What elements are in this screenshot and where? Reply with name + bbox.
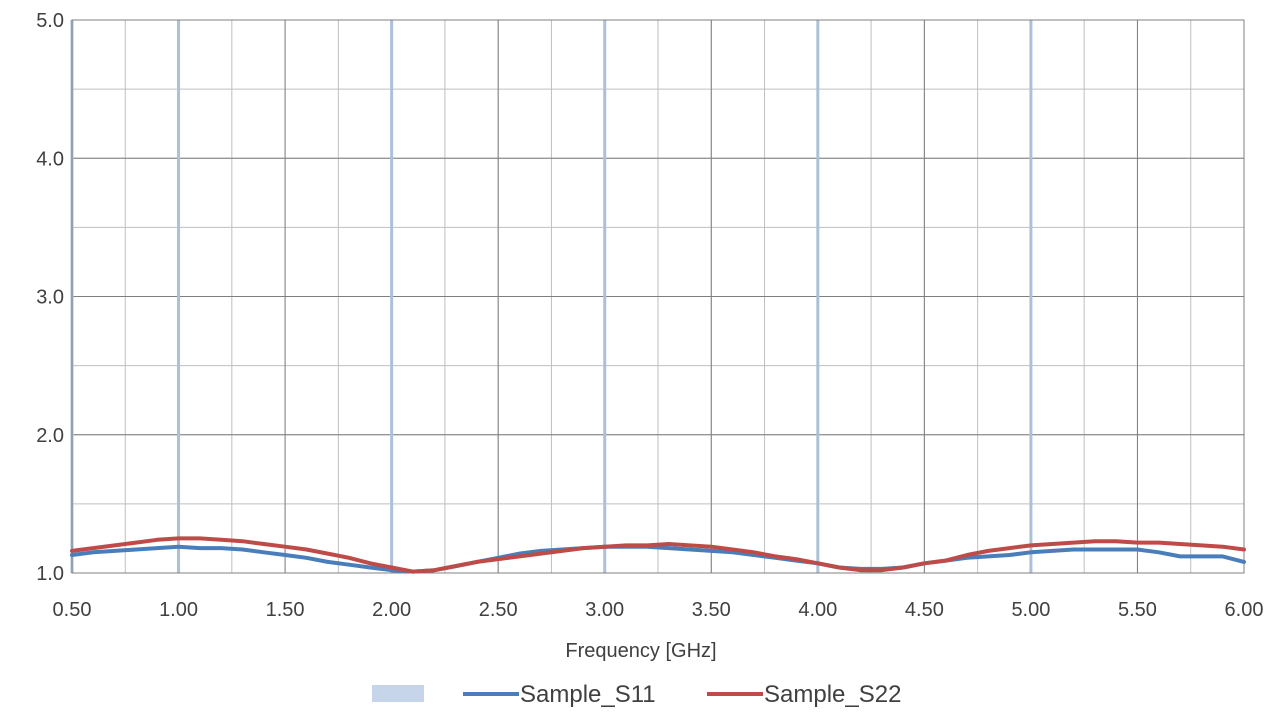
series-layer	[70, 536, 1246, 574]
series-line-sample_s22	[70, 536, 1246, 574]
x-tick-label: 4.00	[798, 599, 837, 621]
y-tick-label: 5.0	[36, 10, 64, 32]
y-tick-label: 1.0	[36, 563, 64, 585]
legend-label-sample_s22: Sample_S22	[764, 681, 901, 708]
x-tick-label: 5.50	[1118, 599, 1157, 621]
x-axis-ticks: 0.50 1.00 1.50 2.00 2.50 3.00 3.50 4.00 4.50 5.00…	[53, 599, 1264, 621]
x-tick-label: 1.50	[266, 599, 305, 621]
x-tick-label: 3.50	[692, 599, 731, 621]
y-tick-label: 3.0	[36, 287, 64, 309]
series-line-sample_s11	[70, 544, 1246, 574]
x-tick-label: 5.00	[1011, 599, 1050, 621]
x-tick-label: 6.00	[1225, 599, 1264, 621]
x-axis-label: Frequency [GHz]	[565, 640, 716, 662]
legend-swatch-unnamed	[372, 685, 424, 702]
plot-frame	[71, 19, 1245, 574]
x-tick-label: 0.50	[53, 599, 92, 621]
y-tick-label: 2.0	[36, 425, 64, 447]
x-tick-label: 3.00	[585, 599, 624, 621]
legend-label-sample_s11: Sample_S11	[520, 681, 656, 708]
x-tick-label: 1.00	[159, 599, 198, 621]
legend: Sample_S11 Sample_S22	[372, 681, 901, 708]
y-tick-label: 4.0	[36, 148, 64, 170]
y-axis-ticks: 1.0 2.0 3.0 4.0 5.0	[36, 10, 64, 585]
x-tick-label: 4.50	[905, 599, 944, 621]
x-tick-label: 2.00	[372, 599, 411, 621]
x-tick-label: 2.50	[479, 599, 518, 621]
